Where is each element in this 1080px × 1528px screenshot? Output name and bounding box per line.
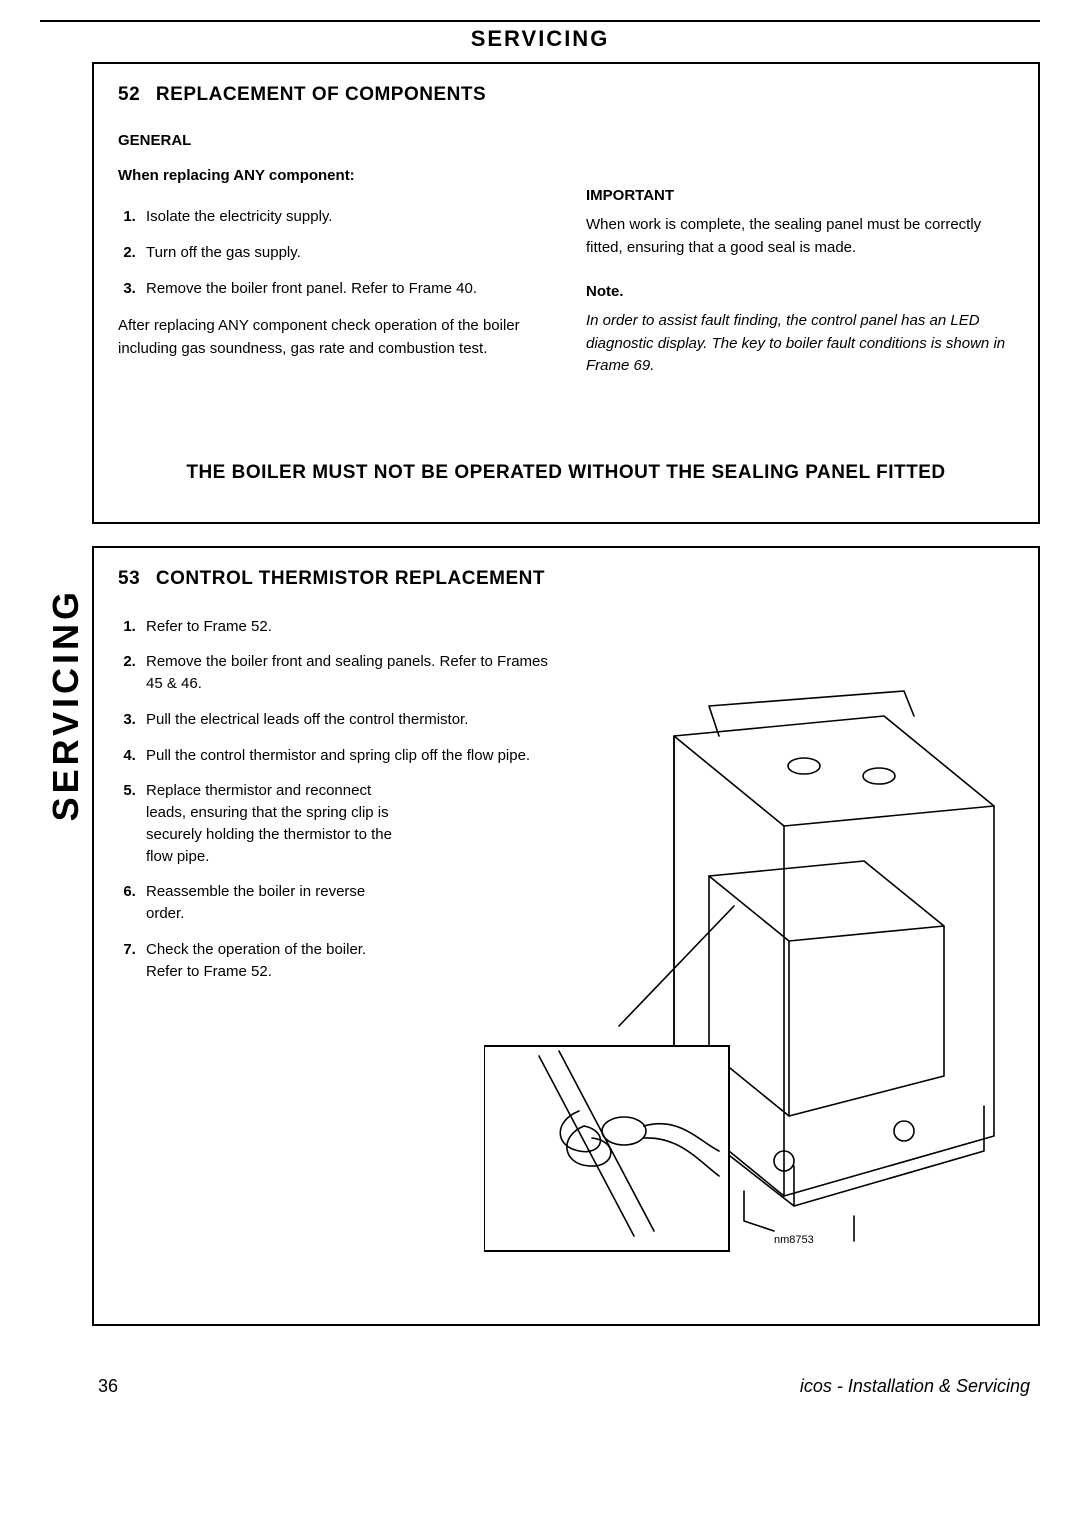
- boiler-diagram: nm8753: [484, 676, 1014, 1296]
- frame-52-step: Turn off the gas supply.: [140, 242, 546, 264]
- frame-53-number: 53: [118, 568, 140, 589]
- frame-53-heading: 53 CONTROL THERMISTOR REPLACEMENT: [118, 568, 1014, 590]
- content-row: SERVICING 52 REPLACEMENT OF COMPONENTS G…: [40, 62, 1040, 1348]
- frame-53-title: CONTROL THERMISTOR REPLACEMENT: [156, 568, 545, 589]
- frame-52-note-label: Note.: [586, 283, 1014, 300]
- frame-52-number: 52: [118, 84, 140, 105]
- frame-52-when-replacing: When replacing ANY component:: [118, 167, 546, 184]
- frame-52-important-text: When work is complete, the sealing panel…: [586, 214, 1014, 259]
- footer-doc-title: icos - Installation & Servicing: [800, 1376, 1030, 1397]
- side-label-servicing: SERVICING: [45, 588, 87, 821]
- frame-52-general-label: GENERAL: [118, 132, 1014, 149]
- frame-52-note-text: In order to assist fault finding, the co…: [586, 310, 1014, 378]
- main-column: 52 REPLACEMENT OF COMPONENTS GENERAL Whe…: [92, 62, 1040, 1348]
- section-header: SERVICING: [40, 26, 1040, 52]
- frame-53-step: Refer to Frame 52.: [140, 616, 548, 638]
- diagram-code: nm8753: [774, 1234, 814, 1246]
- boiler-diagram-svg: [484, 676, 1014, 1296]
- frame-52-step: Isolate the electricity supply.: [140, 206, 546, 228]
- frame-52-warning: THE BOILER MUST NOT BE OPERATED WITHOUT …: [118, 462, 1014, 484]
- frame-52-box: 52 REPLACEMENT OF COMPONENTS GENERAL Whe…: [92, 62, 1040, 524]
- frame-52-step: Remove the boiler front panel. Refer to …: [140, 278, 546, 300]
- frame-52-after-text: After replacing ANY component check oper…: [118, 315, 546, 360]
- frame-52-important-label: IMPORTANT: [586, 187, 1014, 204]
- page-number: 36: [98, 1376, 118, 1397]
- frame-52-right-col: IMPORTANT When work is complete, the sea…: [586, 159, 1014, 392]
- frame-53-box: 53 CONTROL THERMISTOR REPLACEMENT Refer …: [92, 546, 1040, 1326]
- frame-52-steps: Isolate the electricity supply. Turn off…: [118, 206, 546, 299]
- page-footer: 36 icos - Installation & Servicing: [40, 1376, 1040, 1397]
- top-rule: [40, 20, 1040, 22]
- page: SERVICING SERVICING 52 REPLACEMENT OF CO…: [0, 0, 1080, 1427]
- frame-52-columns: When replacing ANY component: Isolate th…: [118, 159, 1014, 392]
- frame-52-heading: 52 REPLACEMENT OF COMPONENTS: [118, 84, 1014, 106]
- frame-52-left-col: When replacing ANY component: Isolate th…: [118, 159, 546, 392]
- frame-52-title: REPLACEMENT OF COMPONENTS: [156, 84, 486, 105]
- side-label-column: SERVICING: [40, 62, 92, 1348]
